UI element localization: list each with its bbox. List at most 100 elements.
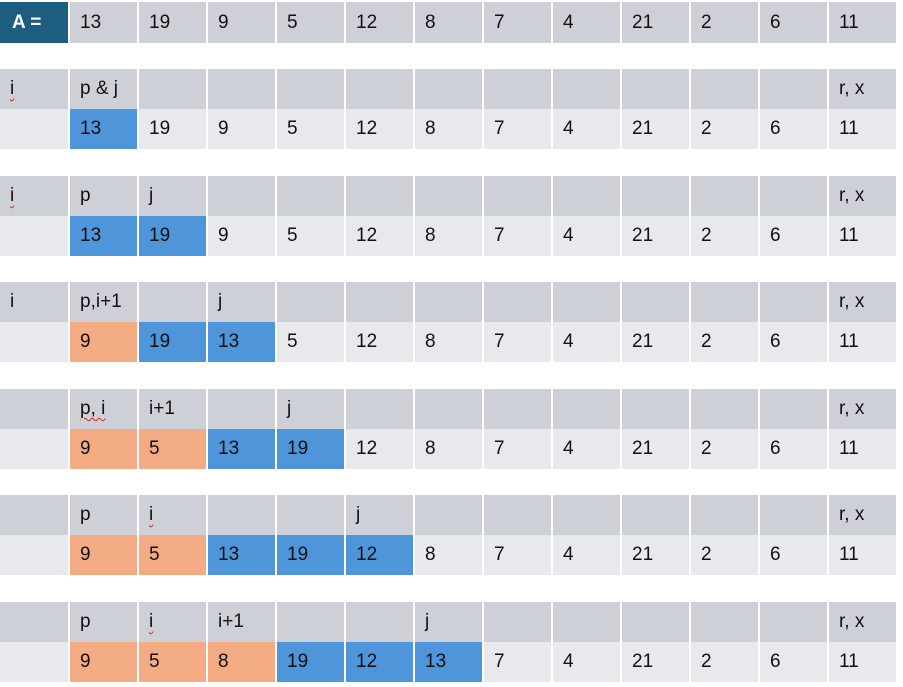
pointer-label-cell: i	[0, 282, 70, 322]
value-cell-blue: 13	[70, 216, 139, 256]
value-cell: 2	[691, 216, 760, 256]
value-cell: 7	[484, 322, 553, 362]
value-cell: 21	[622, 216, 691, 256]
value-cell: 5	[277, 322, 346, 362]
pointer-cell: p & j	[70, 69, 139, 109]
pointer-cell: j	[139, 176, 208, 216]
value-cell: 21	[622, 429, 691, 469]
value-cell: 11	[829, 216, 898, 256]
value-cell-blue: 19	[139, 322, 208, 362]
pointer-cell	[553, 495, 622, 535]
value-cell-blue: 19	[139, 216, 208, 256]
value-cell: 7	[484, 429, 553, 469]
pointer-cell	[691, 176, 760, 216]
value-cell-blue: 13	[208, 322, 277, 362]
value-cell-orange: 9	[70, 642, 139, 682]
pointer-cell	[691, 602, 760, 642]
pointer-cell: i+1	[208, 602, 277, 642]
value-cell: 12	[346, 322, 415, 362]
pointer-cell	[760, 282, 829, 322]
value-cell	[0, 429, 70, 469]
pointer-cell	[760, 389, 829, 429]
array-cell: 21	[622, 2, 691, 43]
value-cell: 7	[484, 109, 553, 149]
pointer-label: i+1	[149, 398, 175, 419]
value-cell: 2	[691, 642, 760, 682]
pointer-cell	[553, 176, 622, 216]
value-cell: 4	[553, 429, 622, 469]
pointer-cell	[346, 602, 415, 642]
value-cell: 11	[829, 109, 898, 149]
pointer-row: p i i+1 j r, x	[0, 602, 900, 642]
pointer-cell	[553, 389, 622, 429]
array-cell: 2	[691, 2, 760, 43]
pointer-row: i p & j r, x	[0, 69, 900, 109]
pointer-cell	[691, 389, 760, 429]
value-cell: 11	[829, 535, 898, 575]
pointer-cell	[484, 176, 553, 216]
pointer-cell: r, x	[829, 495, 898, 535]
value-row: 9 19 13 5 12 8 7 4 21 2 6 11	[0, 322, 900, 362]
array-cell: 4	[553, 2, 622, 43]
pointer-label: r, x	[839, 398, 865, 419]
value-cell: 8	[415, 535, 484, 575]
pointer-cell	[484, 282, 553, 322]
pointer-cell	[277, 282, 346, 322]
pointer-row: p i j r, x	[0, 495, 900, 535]
value-cell: 2	[691, 322, 760, 362]
value-cell-blue: 12	[346, 535, 415, 575]
pointer-label: r, x	[839, 611, 865, 632]
pointer-cell	[760, 69, 829, 109]
value-cell: 6	[760, 322, 829, 362]
pointer-cell: p	[70, 602, 139, 642]
value-cell-blue: 13	[208, 429, 277, 469]
pointer-cell	[622, 69, 691, 109]
value-cell: 8	[415, 216, 484, 256]
pointer-cell	[760, 602, 829, 642]
pointer-cell: p	[70, 495, 139, 535]
array-label: A =	[0, 2, 70, 43]
pointer-cell	[277, 495, 346, 535]
pointer-cell	[622, 176, 691, 216]
value-cell: 21	[622, 642, 691, 682]
value-cell	[0, 216, 70, 256]
pointer-cell	[208, 495, 277, 535]
pointer-label: p	[80, 185, 91, 206]
array-cell: 5	[277, 2, 346, 43]
value-cell: 11	[829, 642, 898, 682]
pointer-cell: p, i	[70, 389, 139, 429]
pointer-cell	[415, 389, 484, 429]
value-cell-orange: 5	[139, 429, 208, 469]
value-cell: 5	[277, 216, 346, 256]
value-cell: 5	[277, 109, 346, 149]
pointer-cell	[760, 495, 829, 535]
pointer-cell	[277, 176, 346, 216]
value-cell: 21	[622, 322, 691, 362]
value-row: 13 19 9 5 12 8 7 4 21 2 6 11	[0, 109, 900, 149]
pointer-cell	[553, 69, 622, 109]
pointer-label-cell	[0, 389, 70, 429]
value-cell: 6	[760, 535, 829, 575]
value-cell-blue: 13	[208, 535, 277, 575]
pointer-cell	[553, 602, 622, 642]
pointer-label-cell	[0, 602, 70, 642]
pointer-cell	[553, 282, 622, 322]
value-cell: 4	[553, 535, 622, 575]
value-row: 13 19 9 5 12 8 7 4 21 2 6 11	[0, 216, 900, 256]
pointer-row: i p j r, x	[0, 176, 900, 216]
pointer-cell	[346, 176, 415, 216]
pointer-label: j	[356, 504, 361, 525]
pointer-cell	[622, 495, 691, 535]
value-cell: 11	[829, 429, 898, 469]
value-cell: 4	[553, 109, 622, 149]
pointer-cell	[760, 176, 829, 216]
pointer-cell	[484, 602, 553, 642]
pointer-cell	[622, 602, 691, 642]
pointer-cell: j	[277, 389, 346, 429]
array-cell: 12	[346, 2, 415, 43]
value-cell-orange: 9	[70, 322, 139, 362]
pointer-label: i	[149, 611, 154, 632]
pointer-cell	[346, 389, 415, 429]
pointer-label-cell: i	[0, 176, 70, 216]
pointer-label: r, x	[839, 185, 865, 206]
